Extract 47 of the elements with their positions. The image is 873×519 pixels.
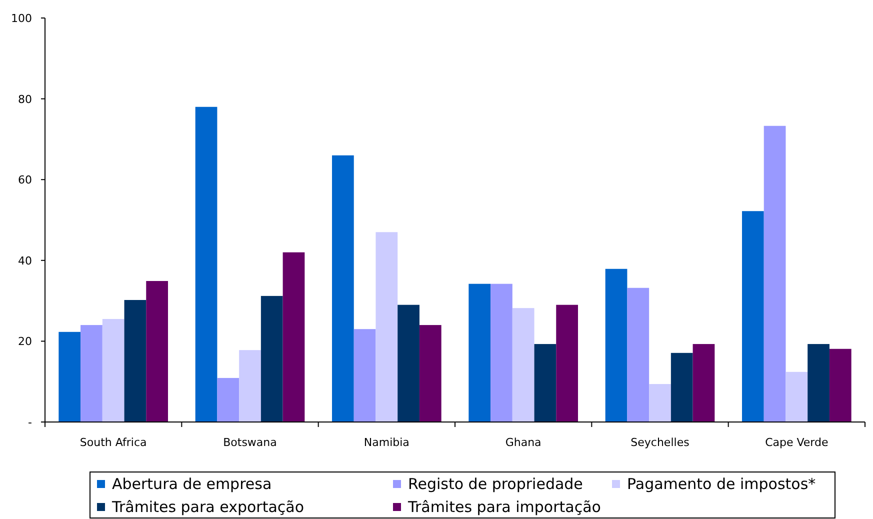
y-tick-label: 60 [18,174,32,187]
bar [80,325,102,422]
legend-label: Trâmites para exportação [111,498,304,516]
legend-label: Pagamento de impostos* [627,475,816,493]
bar [692,344,715,422]
bar [670,352,693,422]
bar [239,350,261,422]
x-tick-label: Namibia [364,436,410,449]
x-tick-label: Ghana [505,436,542,449]
bar [58,332,81,422]
bar [556,304,578,422]
bar [742,211,764,422]
bar [354,329,376,422]
bar [398,304,420,422]
bar [260,296,283,422]
bar [649,384,671,422]
bar [376,232,398,422]
legend-label: Abertura de empresa [112,475,272,493]
x-tick-label: Cape Verde [765,436,828,449]
y-tick-label: - [28,416,32,429]
bar [764,126,786,422]
bar [534,344,556,422]
bar [102,318,124,422]
bar [217,378,240,422]
bar [808,344,830,422]
bar [468,284,491,422]
bar [124,300,146,422]
bar [332,155,354,422]
y-tick-label: 20 [18,335,32,348]
x-tick-label: Botswana [223,436,277,449]
bar [195,106,218,422]
bar [146,281,168,422]
bar [490,284,512,422]
bar [419,325,442,422]
x-tick-label: Seychelles [630,436,690,449]
bar [605,268,628,422]
legend-label: Trâmites para importação [407,498,601,516]
legend-label: Registo de propriedade [408,475,583,493]
bar [282,252,305,422]
y-tick-label: 100 [11,12,32,25]
y-tick-label: 40 [18,254,32,268]
bar [512,308,534,422]
x-tick-label: South Africa [80,436,147,449]
bar [627,288,650,422]
bar [829,348,852,422]
y-tick-label: 80 [18,92,32,106]
bar [786,372,808,422]
